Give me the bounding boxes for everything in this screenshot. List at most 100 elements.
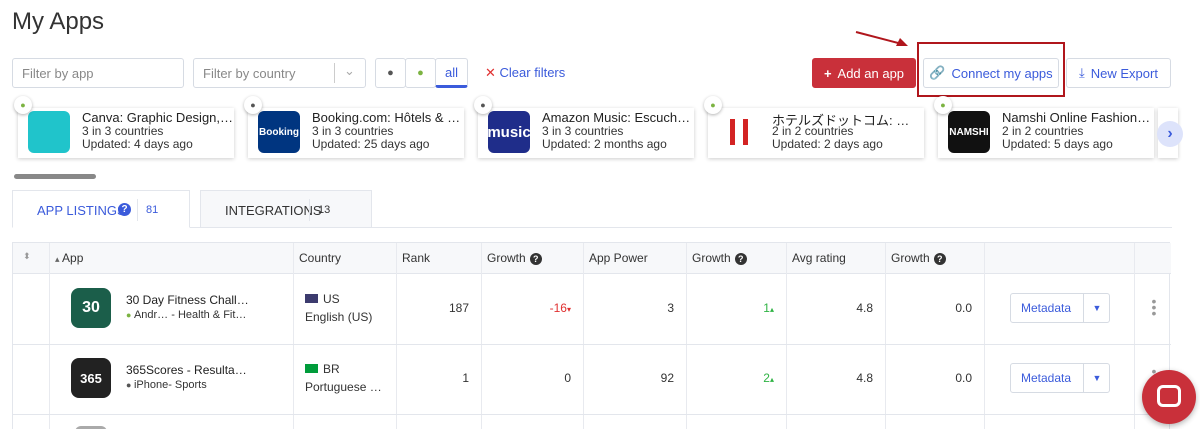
- language: English (US): [305, 310, 373, 324]
- metadata-button[interactable]: Metadata ▼: [1010, 293, 1110, 323]
- cell-avg-rating: 4.8: [856, 371, 873, 385]
- app-countries: 2 in 2 countries: [772, 124, 854, 138]
- column-header[interactable]: Growth?: [487, 251, 542, 265]
- next-button[interactable]: ›: [1157, 121, 1183, 147]
- tab-count: 13: [309, 199, 330, 221]
- flag: [305, 294, 318, 303]
- app-icon: 30: [71, 288, 111, 328]
- column-header[interactable]: Avg rating: [792, 251, 846, 265]
- app-name: Namshi Online Fashion…: [1002, 110, 1151, 125]
- cell-value: 3: [667, 301, 674, 315]
- column-divider: [686, 243, 687, 429]
- app-card[interactable]: ホテルズドットコム: … 2 in 2 countries Updated: 2 d…: [708, 108, 924, 158]
- column-header[interactable]: Country: [299, 251, 341, 265]
- metadata-button[interactable]: Metadata ▼: [1010, 363, 1110, 393]
- kebab-menu[interactable]: •••: [1151, 293, 1157, 321]
- app-countries: 2 in 2 countries: [1002, 124, 1084, 138]
- cell-value: 0.0: [955, 371, 972, 385]
- cell-rank: 1: [462, 371, 469, 385]
- dropdown-toggle[interactable]: ▼: [1083, 364, 1110, 392]
- cell-power-growth: 2▴: [763, 371, 774, 385]
- app-updated: Updated: 5 days ago: [1002, 137, 1113, 151]
- app-name: 30 Day Fitness Chall…: [126, 293, 249, 307]
- cell-rank-growth: -16▾: [550, 301, 571, 315]
- cell-value: 0.0: [955, 301, 972, 315]
- column-header[interactable]: Growth?: [891, 251, 946, 265]
- app-name: Canva: Graphic Design,…: [82, 110, 234, 125]
- listings-table: ⬍ ▴ App Country Rank Growth? App Power Growth?…: [12, 242, 1171, 429]
- dropdown-toggle[interactable]: ▼: [1083, 294, 1110, 322]
- column-header[interactable]: App Power: [589, 251, 648, 265]
- connect-apps-button[interactable]: 🔗 Connect my apps: [923, 58, 1059, 88]
- chat-button[interactable]: [1142, 370, 1196, 424]
- sort-icon: ⬍: [23, 251, 31, 261]
- cell-value: 92: [660, 371, 674, 385]
- app-card[interactable]: NAMSHI Namshi Online Fashion… 2 in 2 count…: [938, 108, 1154, 158]
- column-header[interactable]: Rank: [402, 251, 430, 265]
- app-countries: 3 in 3 countries: [82, 124, 164, 138]
- column-divider: [984, 243, 985, 429]
- app-card[interactable]: music Amazon Music: Escuch… 3 in 3 countri…: [478, 108, 694, 158]
- column-divider: [481, 243, 482, 429]
- header-text: Growth: [692, 251, 731, 265]
- android-toggle[interactable]: ●: [405, 58, 436, 88]
- filter-country[interactable]: Filter by country ⌄: [193, 58, 366, 88]
- tab[interactable]: APP LISTINGS? 81: [12, 190, 190, 228]
- row-divider: [13, 414, 1171, 415]
- tab-label: INTEGRATIONS: [225, 203, 322, 218]
- scrollbar: [14, 174, 96, 179]
- clear-filters[interactable]: ✕ Clear filters: [485, 65, 566, 80]
- page-title: My Apps: [12, 8, 105, 35]
- all-toggle[interactable]: all: [435, 58, 468, 88]
- header-text: Country: [299, 251, 342, 265]
- cell-value: -16: [549, 301, 567, 315]
- tab-border: [12, 227, 1172, 228]
- filter-app[interactable]: Filter by app: [12, 58, 184, 88]
- app-name: 365Scores - Resulta…: [126, 363, 247, 377]
- app-icon: NAMSHI: [948, 111, 990, 153]
- app-icon: Booking: [258, 111, 300, 153]
- app-countries: 3 in 3 countries: [312, 124, 394, 138]
- tab-count: 81: [137, 199, 158, 221]
- cell-rating-growth: 0.0: [955, 371, 972, 385]
- app-icon: 365: [71, 358, 111, 398]
- cell-power-growth: 1▴: [763, 301, 774, 315]
- app-updated: Updated: 2 months ago: [542, 137, 667, 151]
- button-text: Add an app: [837, 65, 905, 81]
- ios-toggle[interactable]: ●: [375, 58, 406, 88]
- header-row: [13, 243, 1171, 274]
- cell-value: 2: [763, 371, 770, 385]
- column-header[interactable]: ▴ App: [55, 251, 83, 265]
- column-divider: [583, 243, 584, 429]
- help-icon: ?: [529, 253, 542, 265]
- cell-avg-rating: 4.8: [856, 301, 873, 315]
- highlight-box: [917, 42, 1065, 97]
- new-export-button[interactable]: ⤓ New Export: [1066, 58, 1171, 88]
- tab[interactable]: INTEGRATIONS 13: [200, 190, 372, 228]
- app-card[interactable]: Booking Booking.com: Hôtels & … 3 in 3 cou…: [248, 108, 464, 158]
- header-text: Rank: [402, 251, 431, 265]
- app-card[interactable]: Canva: Graphic Design,… 3 in 3 countries U…: [18, 108, 234, 158]
- column-header[interactable]: Growth?: [692, 251, 747, 265]
- flag: [305, 364, 318, 373]
- cell-rank: 187: [449, 301, 469, 315]
- app-name: Booking.com: Hôtels & …: [312, 110, 461, 125]
- icon-logo: [730, 119, 748, 145]
- column-divider: [1134, 243, 1135, 429]
- tab-label: APP LISTINGS: [37, 203, 126, 218]
- platform-text: Andr… - Health & Fit…: [133, 309, 247, 321]
- row-divider: [13, 344, 1171, 345]
- add-app-button[interactable]: + Add an app: [812, 58, 916, 88]
- button-text: Connect my apps: [951, 65, 1053, 81]
- sort-arrow: ▴: [55, 254, 63, 264]
- platform-text: iPhone- Sports: [133, 379, 207, 391]
- icon-label: Booking: [259, 126, 299, 138]
- trend-arrow: ▾: [566, 305, 571, 314]
- button-text: New Export: [1090, 65, 1158, 81]
- cell-app-power: 3: [667, 301, 674, 315]
- header-text: Growth: [891, 251, 930, 265]
- cell-value: 4.8: [856, 371, 873, 385]
- platform-badge: ●: [934, 96, 952, 114]
- app-updated: Updated: 4 days ago: [82, 137, 193, 151]
